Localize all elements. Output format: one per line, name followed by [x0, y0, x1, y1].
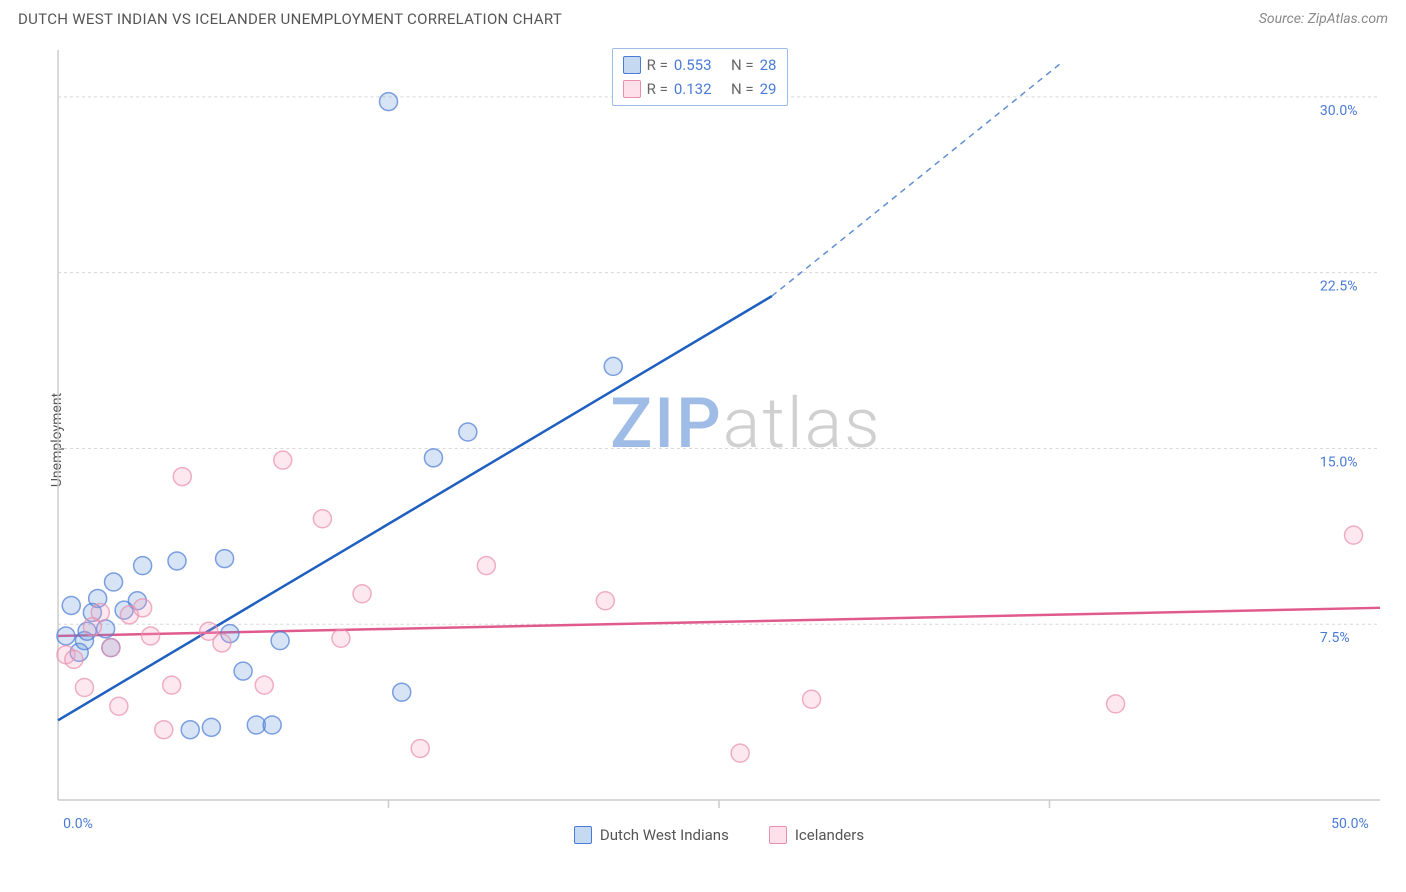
legend-label-blue: Dutch West Indians — [600, 826, 729, 844]
svg-text:15.0%: 15.0% — [1320, 454, 1358, 470]
swatch-pink-icon — [623, 80, 641, 98]
n-label: N = — [731, 56, 754, 74]
r-label: R = — [647, 56, 668, 74]
r-value-blue: 0.553 — [674, 56, 712, 74]
svg-text:22.5%: 22.5% — [1320, 279, 1358, 295]
swatch-pink-icon — [769, 826, 787, 844]
r-value-pink: 0.132 — [674, 80, 712, 98]
chart-header: DUTCH WEST INDIAN VS ICELANDER UNEMPLOYM… — [0, 0, 1406, 34]
legend-label-pink: Icelanders — [795, 826, 864, 844]
n-label: N = — [731, 80, 754, 98]
legend-row-pink: R = 0.132 N = 29 — [623, 77, 777, 101]
chart-title: DUTCH WEST INDIAN VS ICELANDER UNEMPLOYM… — [18, 10, 562, 28]
legend-item-blue: Dutch West Indians — [574, 826, 729, 844]
series-legend: Dutch West Indians Icelanders — [48, 826, 1390, 844]
svg-text:30.0%: 30.0% — [1320, 103, 1358, 119]
legend-row-blue: R = 0.553 N = 28 — [623, 53, 777, 77]
swatch-blue-icon — [574, 826, 592, 844]
legend-item-pink: Icelanders — [769, 826, 864, 844]
n-value-blue: 28 — [760, 56, 777, 74]
svg-text:7.5%: 7.5% — [1320, 630, 1350, 646]
swatch-blue-icon — [623, 56, 641, 74]
n-value-pink: 29 — [760, 80, 777, 98]
scatter-plot-svg: 7.5%15.0%22.5%30.0%0.0%50.0% — [48, 40, 1390, 840]
chart-area: Unemployment 7.5%15.0%22.5%30.0%0.0%50.0… — [48, 40, 1390, 840]
chart-source: Source: ZipAtlas.com — [1259, 11, 1388, 27]
correlation-legend: R = 0.553 N = 28 R = 0.132 N = 29 — [612, 48, 788, 106]
r-label: R = — [647, 80, 668, 98]
